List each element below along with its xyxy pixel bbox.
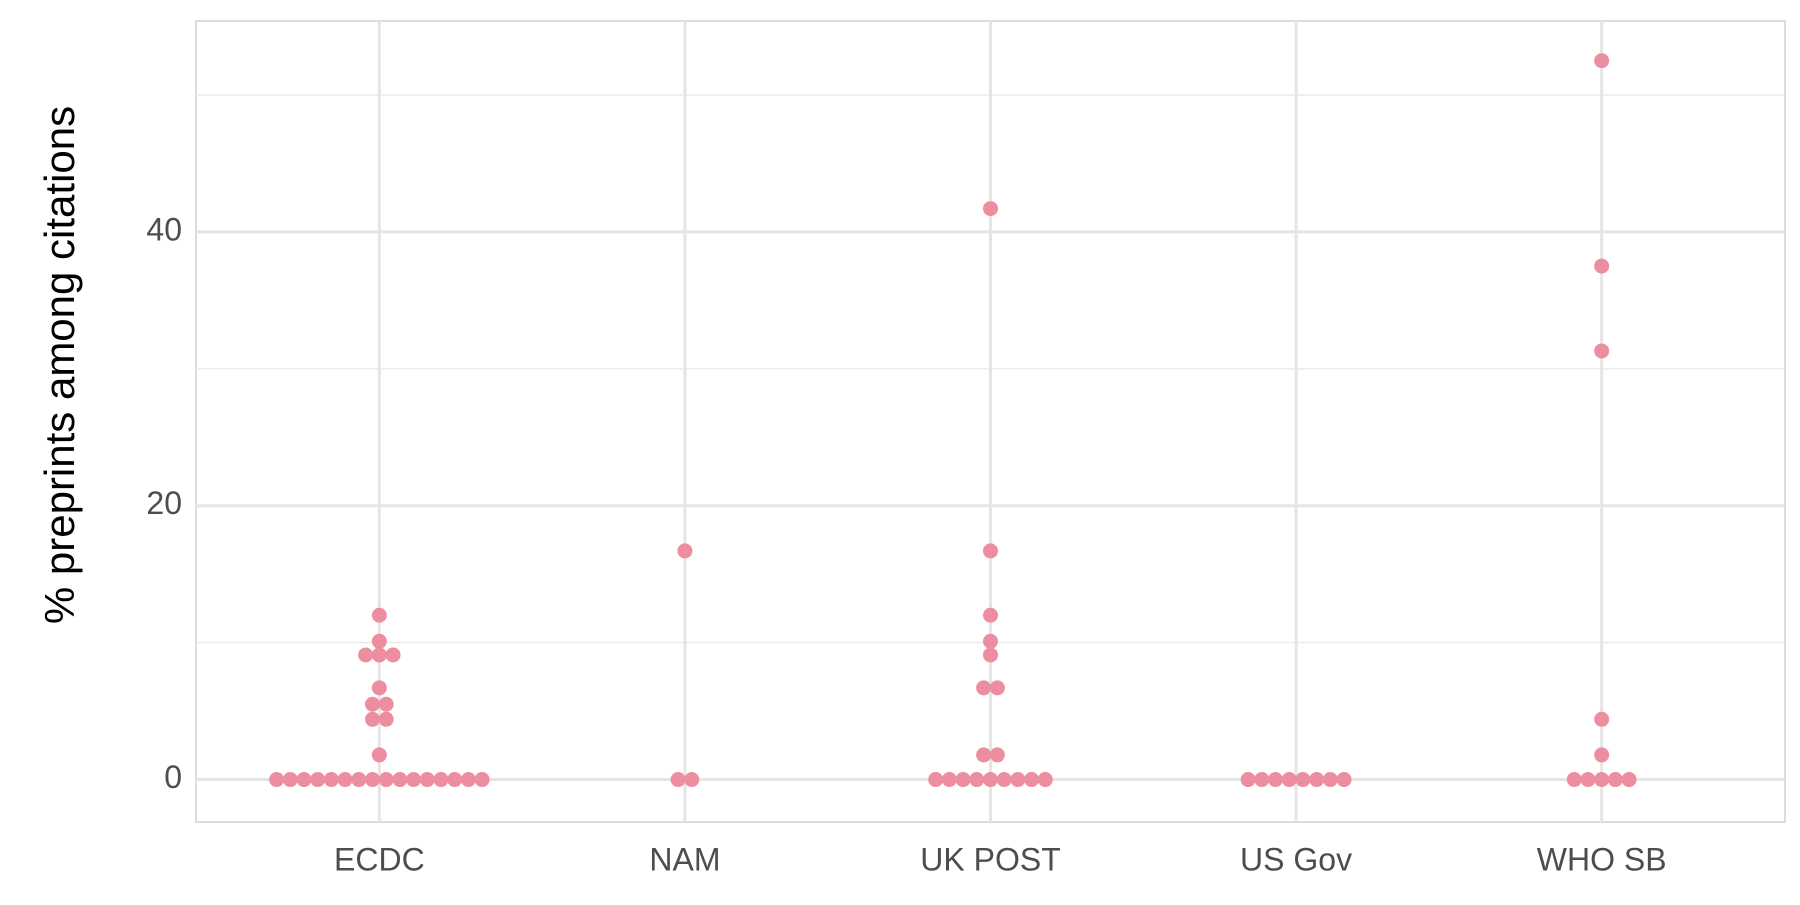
point — [996, 772, 1012, 788]
x-tick-label: UK POST — [920, 841, 1060, 877]
point — [1309, 772, 1325, 788]
point — [1594, 711, 1610, 727]
point — [1254, 772, 1270, 788]
point — [1295, 772, 1311, 788]
point — [371, 647, 387, 663]
point — [983, 607, 998, 623]
point — [1010, 772, 1026, 788]
point — [358, 647, 374, 663]
point — [474, 772, 490, 788]
point — [371, 680, 387, 696]
point — [364, 772, 380, 788]
point — [989, 747, 1005, 763]
point — [460, 772, 476, 788]
point — [447, 772, 463, 788]
point — [1594, 343, 1610, 359]
point — [976, 680, 992, 696]
point — [1621, 772, 1637, 788]
point — [1594, 53, 1610, 69]
x-tick-label: ECDC — [334, 841, 425, 877]
point — [378, 772, 394, 788]
point — [670, 772, 686, 788]
point — [269, 772, 285, 788]
point — [983, 772, 998, 788]
x-tick-label: US Gov — [1240, 841, 1352, 877]
point — [928, 772, 944, 788]
point — [1268, 772, 1284, 788]
point — [419, 772, 435, 788]
point — [364, 696, 380, 712]
point — [983, 201, 998, 217]
point — [1322, 772, 1338, 788]
point — [1024, 772, 1040, 788]
point — [677, 543, 693, 559]
point — [983, 647, 998, 663]
point — [1580, 772, 1596, 788]
point — [969, 772, 985, 788]
point — [1566, 772, 1582, 788]
point — [989, 680, 1005, 696]
point — [406, 772, 422, 788]
y-tick-label: 0 — [164, 759, 182, 795]
point — [392, 772, 408, 788]
point — [385, 647, 401, 663]
y-axis-label: % preprints among citations — [36, 106, 83, 624]
point — [1281, 772, 1297, 788]
point — [371, 747, 387, 763]
point — [296, 772, 312, 788]
point — [1240, 772, 1256, 788]
point — [323, 772, 339, 788]
point — [1594, 747, 1610, 763]
point — [1336, 772, 1352, 788]
point — [282, 772, 298, 788]
point — [378, 696, 394, 712]
point — [941, 772, 957, 788]
point — [310, 772, 326, 788]
point — [1037, 772, 1053, 788]
point — [351, 772, 367, 788]
point — [371, 633, 387, 649]
point — [371, 607, 387, 623]
point — [976, 747, 992, 763]
point — [1594, 258, 1610, 274]
point — [684, 772, 700, 788]
point — [983, 633, 998, 649]
x-tick-label: WHO SB — [1537, 841, 1667, 877]
y-tick-label: 40 — [146, 211, 182, 247]
point — [983, 543, 998, 559]
y-tick-label: 20 — [146, 485, 182, 521]
point — [1607, 772, 1623, 788]
point — [364, 711, 380, 727]
point — [378, 711, 394, 727]
point — [1594, 772, 1610, 788]
x-tick-label: NAM — [649, 841, 720, 877]
point — [433, 772, 449, 788]
point — [337, 772, 353, 788]
point — [955, 772, 971, 788]
